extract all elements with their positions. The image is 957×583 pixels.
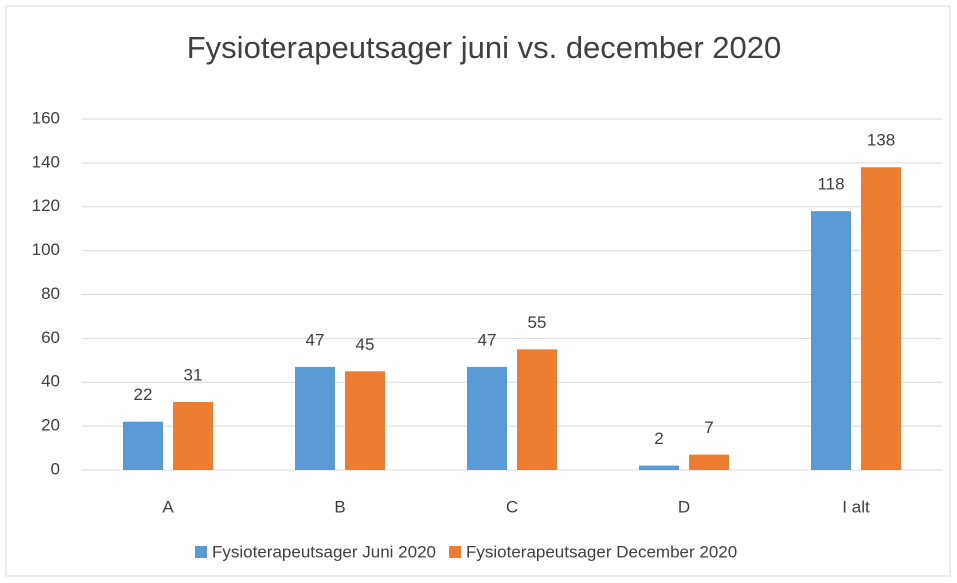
x-tick-label: A	[162, 497, 174, 516]
data-label: 118	[817, 175, 844, 194]
data-label: 55	[528, 313, 547, 332]
data-label: 7	[704, 418, 713, 437]
y-tick-label: 100	[32, 240, 60, 259]
bar	[123, 421, 163, 470]
chart-title: Fysioterapeutsager juni vs. december 202…	[187, 30, 782, 65]
legend-swatch	[195, 546, 207, 558]
y-tick-label: 0	[51, 459, 60, 478]
y-tick-label: 120	[32, 196, 60, 215]
legend-label: Fysioterapeutsager December 2020	[466, 542, 737, 561]
x-tick-label: D	[678, 497, 690, 516]
data-label: 2	[654, 429, 663, 448]
y-tick-label: 160	[32, 108, 60, 127]
y-tick-label: 40	[41, 372, 60, 391]
y-tick-label: 80	[41, 284, 60, 303]
data-label: 22	[134, 385, 153, 404]
data-label: 31	[184, 365, 203, 384]
y-tick-label: 60	[41, 328, 60, 347]
x-tick-label: C	[506, 497, 518, 516]
x-tick-label: I alt	[842, 497, 870, 516]
bar	[861, 167, 901, 470]
y-tick-label: 140	[32, 152, 60, 171]
data-label: 45	[356, 335, 375, 354]
bar	[811, 211, 851, 470]
bar	[639, 465, 679, 470]
bar	[345, 371, 385, 470]
legend-swatch	[448, 546, 461, 558]
chart-border	[5, 5, 951, 577]
bar	[295, 366, 335, 470]
bar	[517, 349, 557, 470]
data-label: 138	[867, 131, 895, 150]
y-tick-label: 20	[41, 416, 60, 435]
bar	[689, 454, 729, 470]
data-label: 47	[306, 330, 325, 349]
data-label: 47	[478, 330, 497, 349]
bar	[467, 366, 507, 470]
x-tick-label: B	[334, 497, 345, 516]
bar	[173, 401, 213, 470]
legend-label: Fysioterapeutsager Juni 2020	[212, 542, 436, 561]
